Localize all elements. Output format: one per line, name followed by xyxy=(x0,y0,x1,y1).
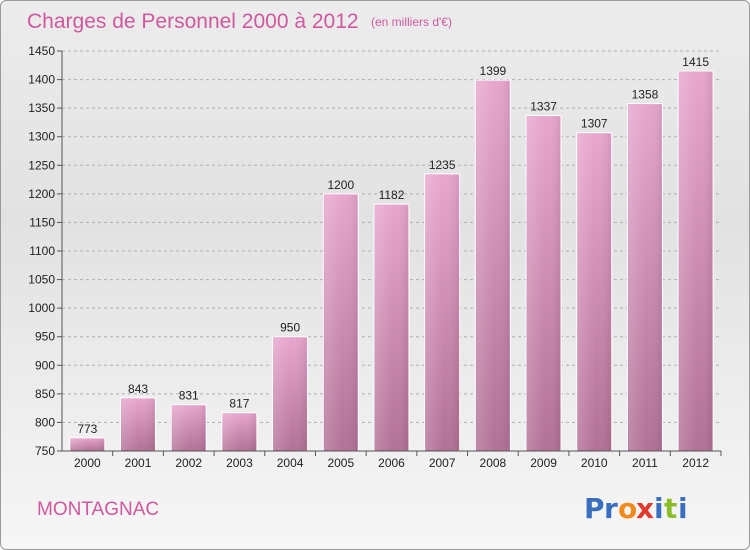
y-tick-label: 850 xyxy=(35,387,55,401)
y-tick-label: 1000 xyxy=(28,301,55,315)
logo-letter: P xyxy=(584,492,605,525)
chart-title: Charges de Personnel 2000 à 2012 xyxy=(27,10,359,33)
logo-letter: x xyxy=(636,492,654,525)
bar-shade xyxy=(70,438,104,450)
logo-letter: t xyxy=(664,492,677,525)
y-tick-label: 1300 xyxy=(28,130,55,144)
data-label: 1415 xyxy=(682,55,709,69)
chart-unit: (en milliers d'€) xyxy=(371,15,452,29)
bar-shade xyxy=(679,72,713,450)
bar-shade xyxy=(121,398,155,450)
data-label: 843 xyxy=(128,382,148,396)
y-tick-label: 1150 xyxy=(29,215,55,229)
data-label: 1200 xyxy=(327,178,354,192)
data-label: 1182 xyxy=(379,188,405,202)
bar-shade xyxy=(527,116,561,451)
data-label: 817 xyxy=(229,397,249,411)
data-label: 950 xyxy=(280,321,300,335)
data-label: 773 xyxy=(77,422,97,436)
grid-layer xyxy=(62,50,721,423)
bar-shade xyxy=(222,413,256,450)
y-tick-label: 750 xyxy=(35,444,55,458)
x-axis: 2000 2001 2002 2003 2004 2005 2006 2007 2008 2009… xyxy=(57,450,722,470)
x-tick-label: 2003 xyxy=(226,456,253,470)
data-label: 1399 xyxy=(480,64,507,78)
bar-shade xyxy=(476,81,510,451)
logo-letter: i xyxy=(678,492,688,525)
commune-name: MONTAGNAC xyxy=(37,499,159,520)
bar-shade xyxy=(628,104,662,451)
y-axis: 750 800 850 900 950 1000 1050 1100 1150 1200 1250 1… xyxy=(28,44,63,458)
x-tick-label: 2005 xyxy=(327,456,354,470)
x-tick-label: 2004 xyxy=(277,456,304,470)
bar-shade xyxy=(172,405,206,450)
x-tick-label: 2002 xyxy=(175,456,202,470)
data-label: 1358 xyxy=(632,88,659,102)
data-label: 831 xyxy=(179,389,199,403)
y-tick-label: 1450 xyxy=(28,44,55,58)
y-tick-label: 1400 xyxy=(28,73,55,87)
bars-layer: 773 843 831 817 950 1200 1182 1235 1399 1337 1307 1… xyxy=(69,55,714,452)
x-tick-label: 2009 xyxy=(530,456,557,470)
bar-shade xyxy=(425,174,459,450)
x-tick-label: 2000 xyxy=(74,456,101,470)
y-tick-label: 950 xyxy=(35,330,55,344)
logo-letter: r xyxy=(604,492,618,525)
y-tick-label: 1200 xyxy=(28,187,55,201)
x-tick-label: 2006 xyxy=(378,456,405,470)
bar-shade xyxy=(273,337,307,450)
y-tick-label: 1100 xyxy=(29,244,55,258)
x-tick-label: 2008 xyxy=(480,456,507,470)
y-tick-label: 1250 xyxy=(28,158,55,172)
logo-letter: o xyxy=(618,492,637,525)
data-label: 1337 xyxy=(530,100,557,114)
x-tick-label: 2001 xyxy=(125,456,152,470)
y-tick-label: 800 xyxy=(35,415,55,429)
x-tick-label: 2012 xyxy=(682,456,709,470)
bar-shade xyxy=(375,205,408,450)
logo-letter: i xyxy=(654,492,664,525)
y-tick-label: 1050 xyxy=(28,273,55,287)
x-tick-label: 2010 xyxy=(581,456,608,470)
x-tick-label: 2007 xyxy=(429,456,456,470)
bar-shade xyxy=(577,133,611,450)
y-tick-label: 900 xyxy=(35,358,55,372)
x-tick-label: 2011 xyxy=(632,456,658,470)
y-tick-label: 1350 xyxy=(28,101,55,115)
bar-shade xyxy=(324,194,358,450)
data-label: 1307 xyxy=(581,117,608,131)
data-label: 1235 xyxy=(429,158,456,172)
